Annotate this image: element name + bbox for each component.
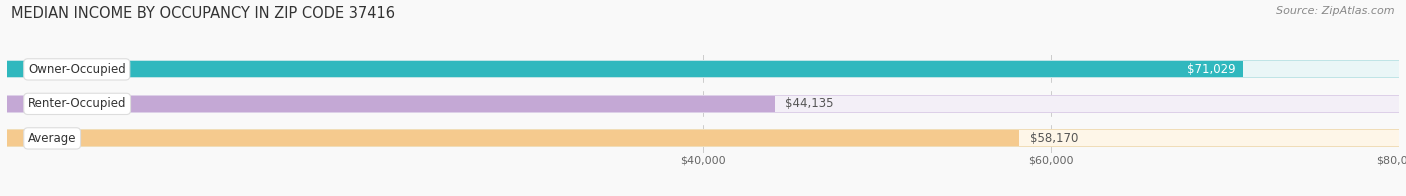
Bar bbox=[7, 131, 1019, 146]
Text: $44,135: $44,135 bbox=[786, 97, 834, 110]
Bar bbox=[7, 95, 1399, 113]
Text: $58,170: $58,170 bbox=[1029, 132, 1078, 145]
Bar bbox=[7, 62, 1399, 77]
Bar bbox=[7, 62, 1243, 77]
Bar bbox=[7, 96, 775, 112]
Text: Average: Average bbox=[28, 132, 76, 145]
Bar bbox=[7, 60, 1399, 78]
Text: Renter-Occupied: Renter-Occupied bbox=[28, 97, 127, 110]
Bar bbox=[7, 131, 1399, 146]
Text: Source: ZipAtlas.com: Source: ZipAtlas.com bbox=[1277, 6, 1395, 16]
Text: Owner-Occupied: Owner-Occupied bbox=[28, 63, 125, 76]
Bar bbox=[7, 96, 1399, 112]
Text: MEDIAN INCOME BY OCCUPANCY IN ZIP CODE 37416: MEDIAN INCOME BY OCCUPANCY IN ZIP CODE 3… bbox=[11, 6, 395, 21]
Text: $71,029: $71,029 bbox=[1187, 63, 1236, 76]
Bar bbox=[7, 129, 1399, 147]
